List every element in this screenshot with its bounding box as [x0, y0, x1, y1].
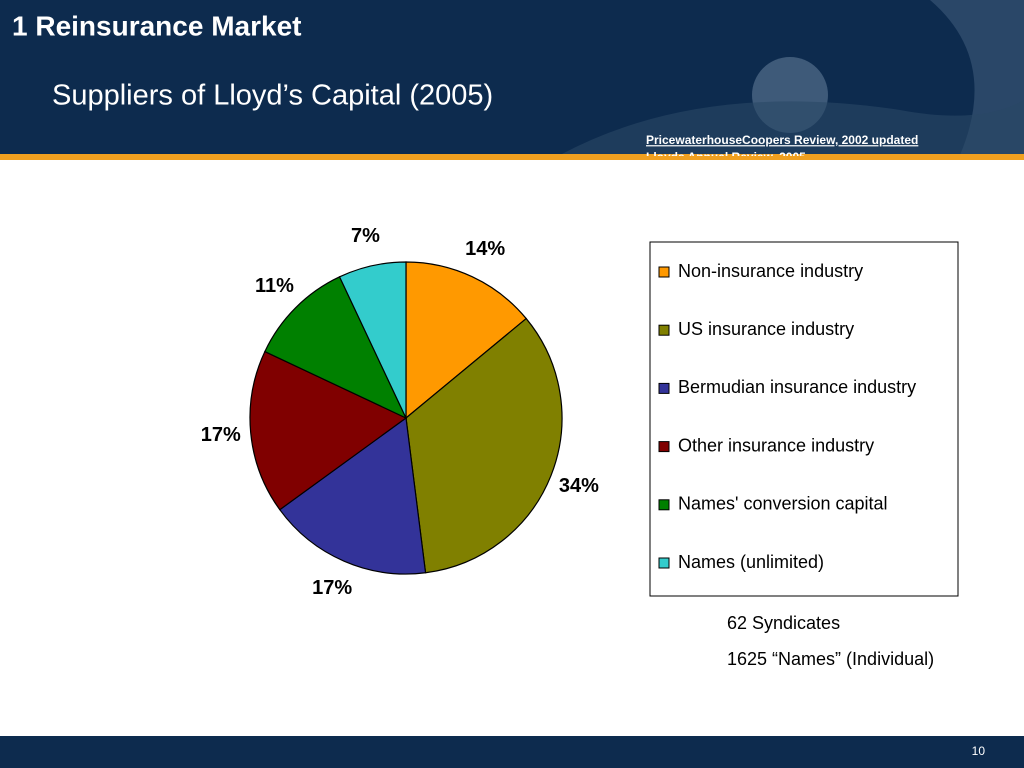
legend-label: Bermudian insurance industry [678, 377, 916, 397]
data-label: 17% [312, 577, 352, 599]
pie-slice [249, 350, 408, 511]
data-label: 34% [559, 475, 599, 497]
legend-box [649, 241, 959, 597]
page-number: 10 [972, 744, 986, 758]
pie-slice [278, 416, 427, 575]
legend-swatch [658, 266, 670, 278]
legend-swatch [658, 382, 670, 394]
legend-swatch [658, 557, 670, 569]
legend-swatch [658, 324, 670, 336]
legend-swatch [658, 441, 670, 453]
note: 1625 “Names” (Individual) [727, 649, 934, 669]
data-label: 7% [351, 225, 380, 247]
slide-header: 1 Reinsurance Market [12, 10, 301, 41]
note: 62 Syndicates [727, 613, 840, 633]
legend-label: US insurance industry [678, 319, 854, 339]
accent-line [0, 156, 1024, 160]
pie-slice [264, 276, 408, 420]
footer-band [0, 736, 1024, 768]
legend-label: Non-insurance industry [678, 261, 863, 281]
data-label: 17% [201, 424, 241, 446]
source-link[interactable]: PricewaterhouseCoopers Review, 2002 upda… [646, 133, 918, 147]
chart-title: Suppliers of Lloyd’s Capital (2005) [52, 80, 493, 112]
data-label: 14% [465, 238, 505, 260]
pie-slice [405, 317, 563, 574]
legend-label: Names (unlimited) [678, 552, 824, 572]
legend-swatch [658, 499, 670, 511]
decor-swoosh [560, 100, 1024, 155]
legend-label: Other insurance industry [678, 435, 874, 455]
pie-slice [338, 261, 407, 419]
pie-slice [405, 261, 528, 420]
data-label: 11% [255, 275, 294, 297]
legend-label: Names' conversion capital [678, 494, 888, 514]
